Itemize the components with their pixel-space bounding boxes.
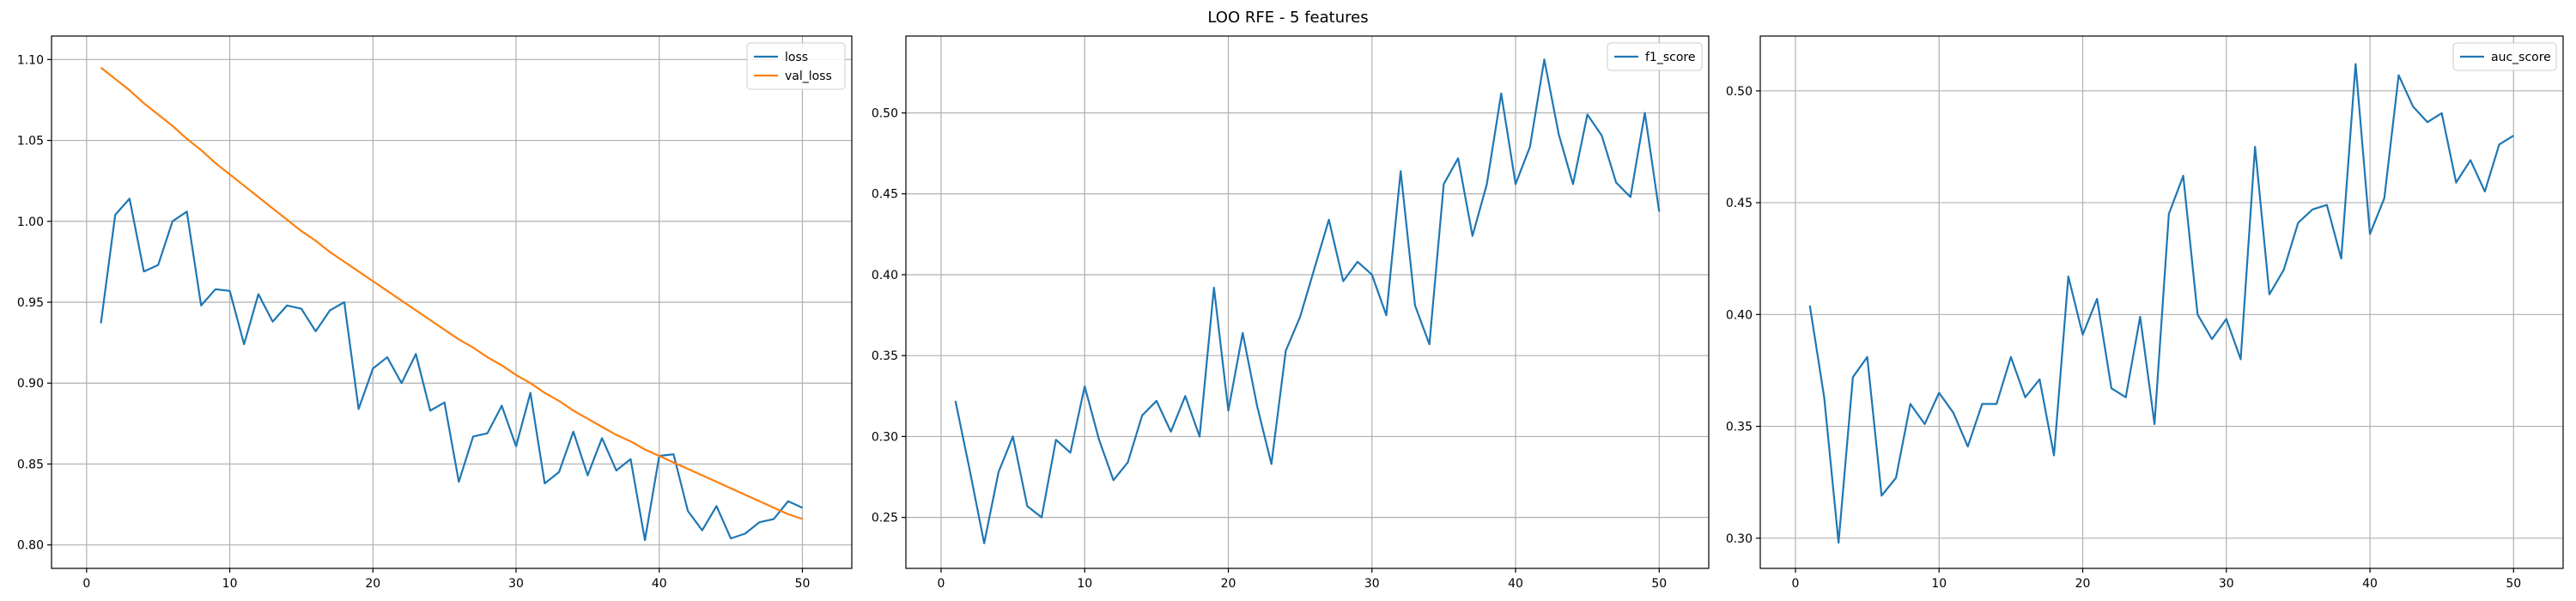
y-tick-label: 1.05 [17, 135, 44, 149]
legend-label-auc_score: auc_score [2491, 51, 2551, 64]
x-tick-label: 10 [222, 577, 238, 591]
x-tick-label: 0 [938, 577, 945, 591]
legend-label-loss: loss [785, 51, 808, 64]
axes-frame [905, 35, 1710, 569]
series-line-f1_score [954, 58, 1661, 544]
y-tick-label: 1.00 [17, 216, 44, 229]
x-tick-label: 40 [1508, 577, 1523, 591]
y-tick-label: 0.45 [1726, 197, 1753, 210]
y-tick-label: 0.35 [1726, 421, 1753, 434]
x-tick-label: 30 [508, 577, 524, 591]
x-tick-label: 20 [2075, 577, 2091, 591]
y-tick-label: 0.30 [872, 430, 898, 444]
x-tick-label: 20 [365, 577, 380, 591]
y-tick-label: 0.35 [872, 349, 898, 363]
subplot-2: 0 10 20 30 40 50 0.25 0.30 0.35 0.40 0.45 0.50 f1_sc… [872, 35, 1710, 591]
plot-area [906, 36, 1709, 568]
subplot-3: 0 10 20 30 40 50 0.30 0.35 0.40 0.45 0.50 auc_score [1726, 35, 2564, 591]
series-line-auc_score [1808, 63, 2514, 544]
legend-box [746, 42, 846, 90]
y-tick-label: 0.90 [17, 377, 44, 391]
series-line-loss [100, 197, 803, 542]
x-tick-label: 0 [82, 577, 90, 591]
x-tick-label: 10 [1931, 577, 1947, 591]
y-tick-label: 0.50 [1726, 85, 1753, 99]
legend: loss val_loss [746, 42, 846, 90]
legend: f1_score [1607, 42, 1703, 71]
legend-label-val_loss: val_loss [785, 70, 832, 83]
figure-title: LOO RFE - 5 features [1207, 9, 1369, 27]
x-tick-label: 50 [2506, 577, 2521, 591]
x-tick-label: 30 [1364, 577, 1380, 591]
y-tick-label: 0.80 [17, 539, 44, 553]
legend: auc_score [2452, 42, 2557, 71]
x-tick-label: 50 [795, 577, 811, 591]
subplot-1: 0 10 20 30 40 50 0.80 0.85 0.90 0.95 1.00 1.05 1.10 l… [17, 35, 853, 591]
axes-frame [1759, 35, 2564, 569]
x-tick-label: 20 [1221, 577, 1236, 591]
y-tick-label: 0.30 [1726, 532, 1753, 546]
x-tick-label: 10 [1077, 577, 1092, 591]
y-tick-label: 0.50 [872, 107, 898, 121]
x-tick-label: 30 [2219, 577, 2234, 591]
y-tick-label: 0.45 [872, 188, 898, 202]
y-tick-label: 0.95 [17, 296, 44, 310]
x-tick-label: 40 [2362, 577, 2378, 591]
legend-box [2452, 42, 2557, 71]
y-tick-label: 0.40 [872, 269, 898, 282]
legend-label-f1_score: f1_score [1645, 51, 1695, 64]
x-tick-label: 0 [1792, 577, 1800, 591]
series-line-val_loss [100, 66, 803, 520]
x-tick-label: 40 [652, 577, 667, 591]
y-tick-label: 0.40 [1726, 308, 1753, 322]
x-tick-label: 50 [1651, 577, 1667, 591]
y-tick-label: 0.85 [17, 458, 44, 471]
legend-box [1607, 42, 1703, 71]
y-tick-label: 0.25 [872, 512, 898, 525]
y-tick-label: 1.10 [17, 53, 44, 67]
